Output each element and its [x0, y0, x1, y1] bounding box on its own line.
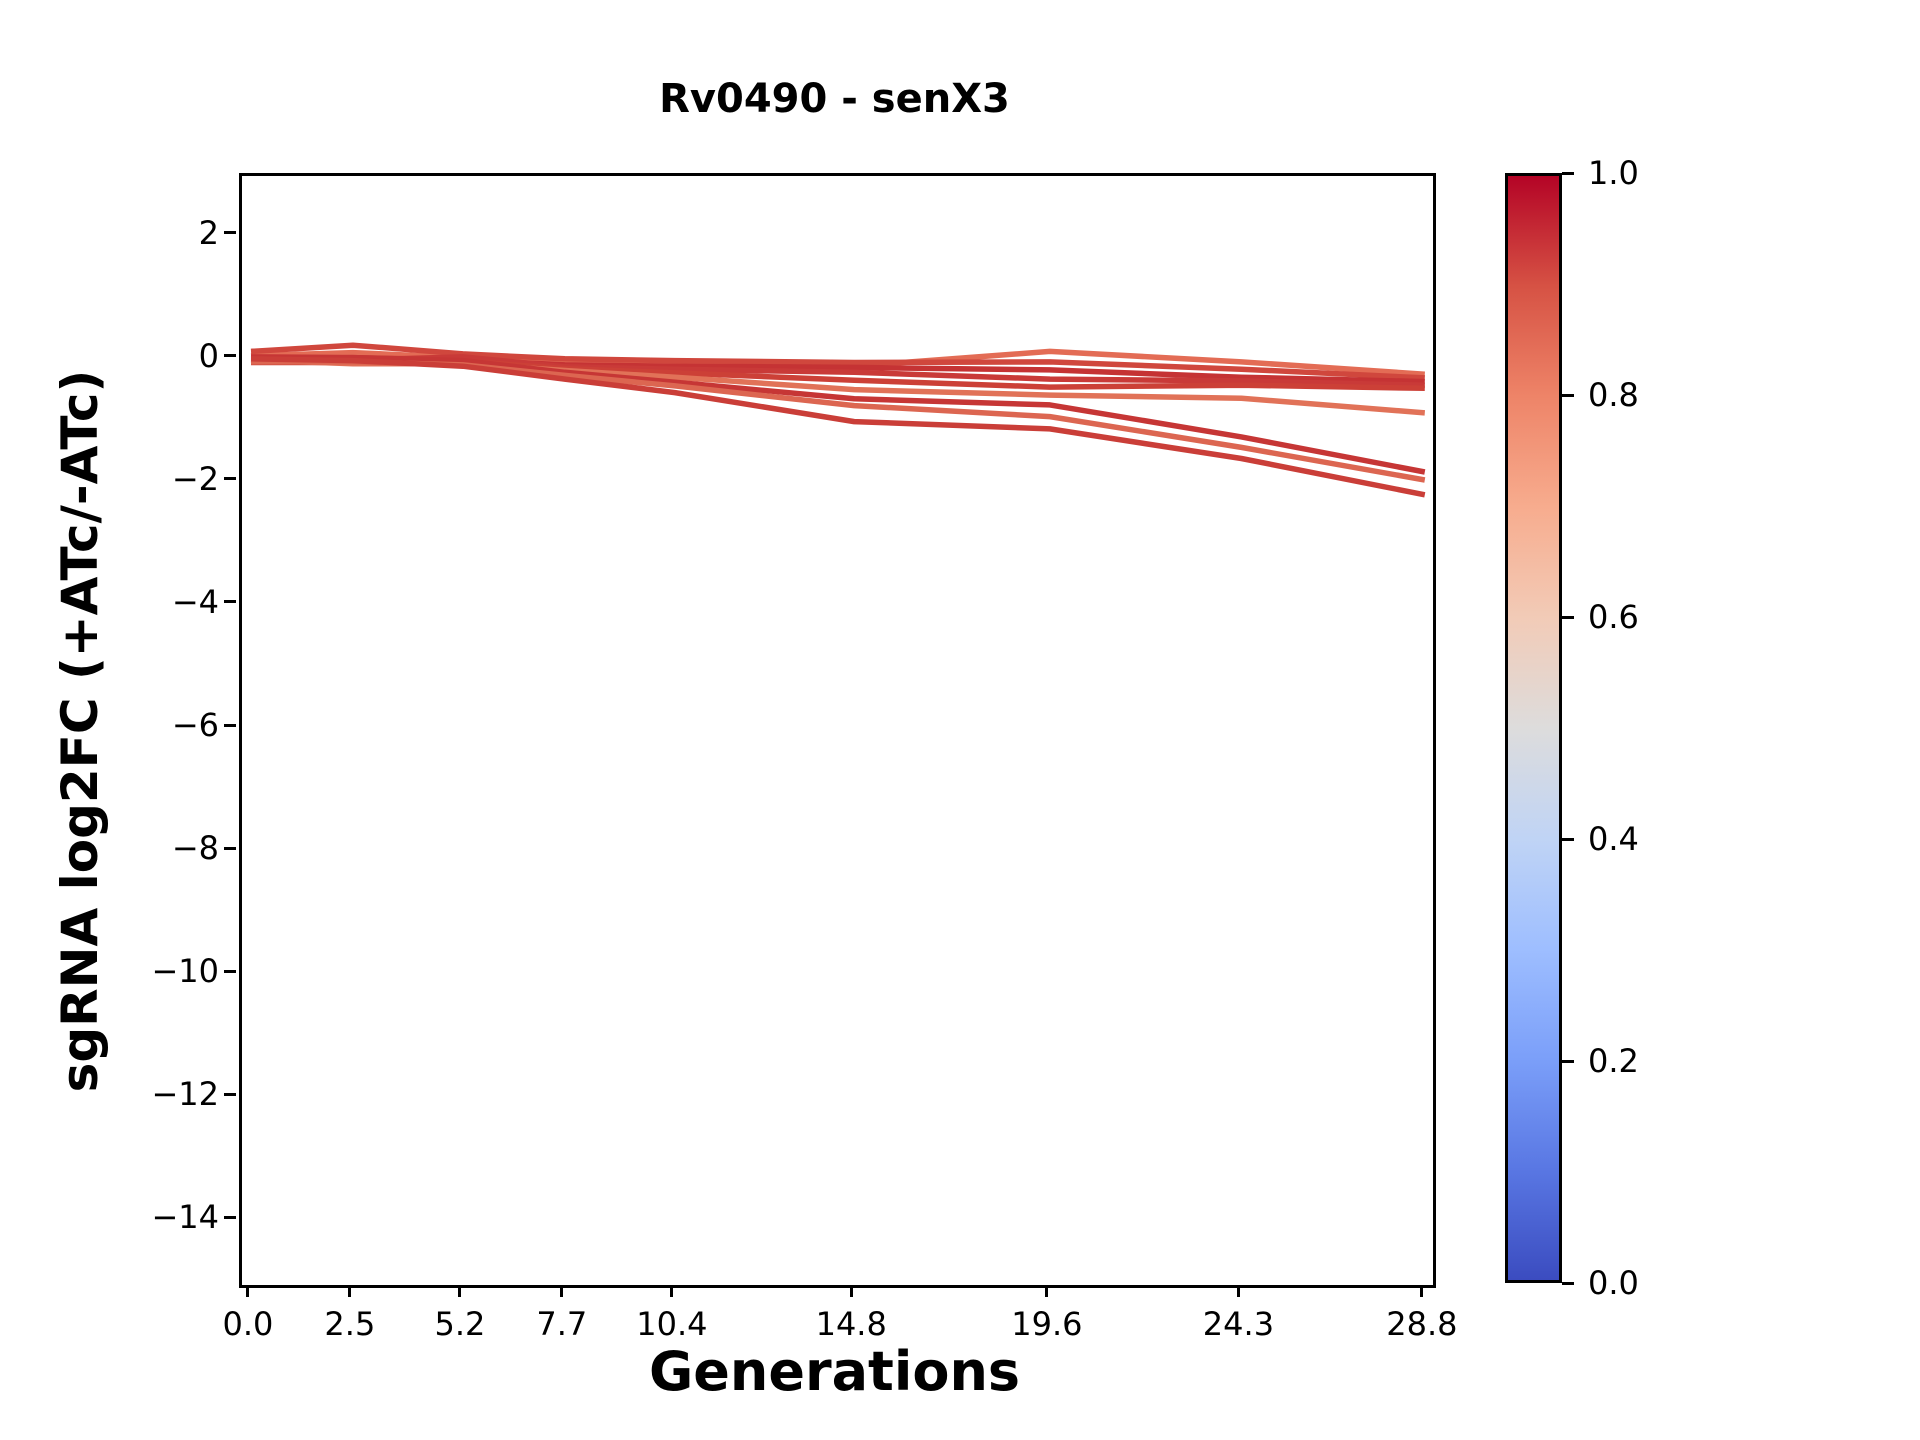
- colorbar-tick-mark: [1562, 171, 1574, 175]
- y-tick-label: −10: [151, 952, 219, 991]
- x-tick-mark: [1236, 1285, 1240, 1297]
- colorbar-tick-label: 0.6: [1588, 598, 1639, 636]
- colorbar-tick-mark: [1562, 615, 1574, 619]
- colorbar-tick-label: 0.2: [1588, 1042, 1639, 1080]
- x-tick-mark: [458, 1285, 462, 1297]
- y-tick-mark: [224, 969, 236, 973]
- x-tick-label: 24.3: [1202, 1305, 1275, 1343]
- colorbar: [1505, 173, 1562, 1283]
- y-tick-label: −14: [151, 1198, 219, 1237]
- y-tick-label: −12: [151, 1075, 219, 1114]
- y-tick-mark: [224, 846, 236, 850]
- y-tick-label: 0: [198, 336, 219, 375]
- colorbar-tick-label: 0.0: [1588, 1264, 1639, 1302]
- line-series-svg: [250, 342, 1426, 498]
- x-axis-label: Generations: [648, 1340, 1021, 1403]
- colorbar-tick-mark: [1562, 837, 1574, 841]
- y-tick-mark: [224, 354, 236, 358]
- colorbar-tick-mark: [1562, 1059, 1574, 1063]
- plot-area: [239, 173, 1436, 1288]
- y-tick-mark: [224, 600, 236, 604]
- y-tick-label: −6: [171, 706, 219, 745]
- x-tick-label: 10.4: [636, 1305, 708, 1343]
- x-tick-mark: [348, 1285, 352, 1297]
- series-line_7: [250, 354, 1426, 475]
- y-tick-mark: [224, 1215, 236, 1219]
- x-tick-mark: [1420, 1285, 1424, 1297]
- colorbar-tick-label: 0.4: [1588, 820, 1639, 858]
- x-tick-mark: [246, 1285, 250, 1297]
- x-tick-mark: [849, 1285, 853, 1297]
- series-line_2: [250, 342, 1425, 381]
- y-tick-mark: [224, 477, 236, 481]
- x-tick-label: 2.5: [324, 1305, 376, 1343]
- colorbar-tick-label: 0.8: [1588, 376, 1639, 414]
- y-tick-label: −4: [171, 582, 219, 621]
- colorbar-tick-label: 1.0: [1588, 154, 1639, 192]
- x-tick-mark: [560, 1285, 564, 1297]
- y-tick-label: −8: [171, 829, 219, 868]
- x-tick-label: 28.8: [1386, 1305, 1458, 1343]
- y-tick-mark: [224, 231, 236, 235]
- x-tick-label: 19.6: [1011, 1305, 1083, 1343]
- x-tick-label: 14.8: [815, 1305, 887, 1343]
- x-tick-label: 0.0: [222, 1305, 274, 1343]
- colorbar-tick-mark: [1562, 1281, 1574, 1285]
- y-tick-label: 2: [198, 213, 219, 252]
- colorbar-tick-mark: [1562, 393, 1574, 397]
- chart-title: Rv0490 - senX3: [659, 76, 1010, 122]
- x-tick-label: 7.7: [536, 1305, 588, 1343]
- x-tick-mark: [1045, 1285, 1049, 1297]
- y-tick-label: −2: [171, 459, 219, 498]
- x-tick-label: 5.2: [434, 1305, 486, 1343]
- series-line_9: [250, 356, 1426, 498]
- x-tick-mark: [670, 1285, 674, 1297]
- y-tick-mark: [224, 723, 236, 727]
- y-tick-mark: [224, 1092, 236, 1096]
